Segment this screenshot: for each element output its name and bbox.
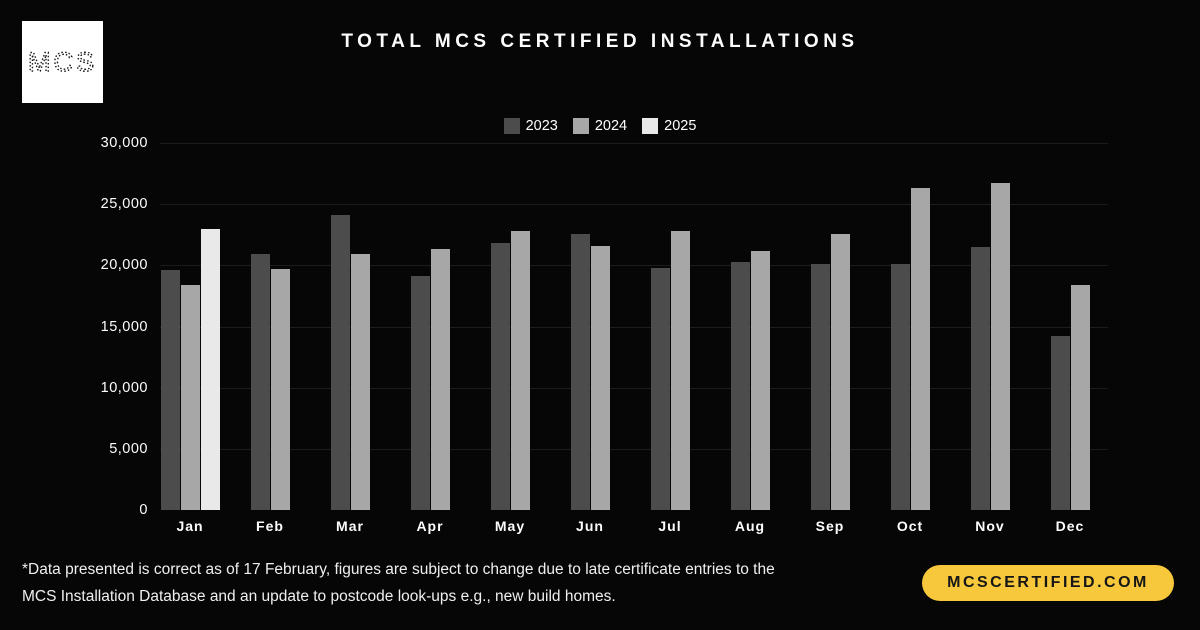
x-label-feb: Feb xyxy=(256,518,284,534)
bar-2023-dec xyxy=(1050,336,1070,510)
legend-swatch-2025 xyxy=(642,118,659,134)
bars-row-aug xyxy=(730,143,770,510)
legend-label-2023: 2023 xyxy=(525,118,558,134)
x-label-may: May xyxy=(494,518,526,534)
bar-2024-nov xyxy=(990,183,1010,510)
legend-item-2024: 2024 xyxy=(572,118,628,134)
month-group-jul: Jul xyxy=(630,143,710,534)
bars-row-jul xyxy=(650,143,690,510)
legend-swatch-2023 xyxy=(503,118,520,134)
bar-2023-jan xyxy=(160,270,180,510)
bars-row-apr xyxy=(410,143,450,510)
month-group-apr: Apr xyxy=(390,143,470,534)
month-group-sep: Sep xyxy=(790,143,870,534)
footnote-line-2: MCS Installation Database and an update … xyxy=(22,588,616,605)
bar-2024-jul xyxy=(670,231,690,510)
bar-2023-aug xyxy=(730,262,750,510)
bar-chart-plot: Jan Feb Mar Apr May Jun Jul Aug Sep Oct Nov Dec xyxy=(150,143,1110,534)
mcs-logo-text: MCS xyxy=(28,47,97,77)
bar-2023-may xyxy=(490,243,510,510)
bars-row-sep xyxy=(810,143,850,510)
footnote-line-1: *Data presented is correct as of 17 Febr… xyxy=(22,561,775,578)
month-group-nov: Nov xyxy=(950,143,1030,534)
gridline-10000 xyxy=(160,387,1108,389)
y-tick-25000: 25,000 xyxy=(100,196,148,213)
mcs-logo-dotted-text: MCS xyxy=(27,46,97,77)
legend-item-2025: 2025 xyxy=(642,118,696,134)
x-label-jan: Jan xyxy=(176,518,204,534)
y-axis-labels: 0 5,000 10,000 15,000 20,000 25,000 30,000 xyxy=(0,135,148,518)
y-tick-0: 0 xyxy=(139,502,148,518)
bars-row-mar xyxy=(330,143,370,510)
mcs-logo: MCS xyxy=(22,21,103,103)
bars-row-may xyxy=(490,143,530,510)
legend-label-2025: 2025 xyxy=(664,118,697,134)
bar-2023-apr xyxy=(410,276,430,510)
x-label-oct: Oct xyxy=(896,518,924,534)
bars-row-jan xyxy=(160,143,220,510)
bars-row-dec xyxy=(1050,143,1090,510)
month-group-aug: Aug xyxy=(710,143,790,534)
legend-swatch-2024 xyxy=(572,118,589,134)
bar-2024-jan xyxy=(180,285,200,510)
legend-label-2024: 2024 xyxy=(594,118,628,134)
website-badge-label: MCSCERTIFIED.COM xyxy=(947,574,1149,591)
y-tick-30000: 30,000 xyxy=(100,135,148,151)
x-label-dec: Dec xyxy=(1055,518,1085,534)
x-label-sep: Sep xyxy=(815,518,845,534)
gridline-25000 xyxy=(160,204,1108,206)
bar-2024-aug xyxy=(750,251,770,510)
bar-2023-mar xyxy=(330,215,350,510)
bar-2025-jan xyxy=(200,229,220,510)
month-group-jun: Jun xyxy=(550,143,630,534)
x-label-nov: Nov xyxy=(975,518,1005,534)
bar-2024-sep xyxy=(830,234,850,510)
bar-2024-feb xyxy=(270,269,290,510)
gridline-5000 xyxy=(160,448,1108,450)
bar-2024-dec xyxy=(1070,285,1090,510)
chart-legend: 2023 2024 2025 xyxy=(0,118,1200,134)
bars-row-feb xyxy=(250,143,290,510)
bar-2023-sep xyxy=(810,264,830,510)
bar-2023-jun xyxy=(570,234,590,510)
month-group-mar: Mar xyxy=(310,143,390,534)
bar-2023-jul xyxy=(650,268,670,510)
legend-item-2023: 2023 xyxy=(503,118,558,134)
website-badge[interactable]: MCSCERTIFIED.COM xyxy=(922,565,1174,601)
page-title: TOTAL MCS CERTIFIED INSTALLATIONS xyxy=(341,31,859,52)
bars-row-nov xyxy=(970,143,1010,510)
x-label-apr: Apr xyxy=(416,518,444,534)
x-label-jun: Jun xyxy=(576,518,604,534)
footnote: *Data presented is correct as of 17 Febr… xyxy=(22,556,842,610)
bar-2024-jun xyxy=(590,246,610,510)
y-tick-15000: 15,000 xyxy=(100,318,148,335)
y-tick-10000: 10,000 xyxy=(100,379,148,396)
y-tick-20000: 20,000 xyxy=(100,257,148,274)
gridline-20000 xyxy=(160,265,1108,267)
bar-2023-oct xyxy=(890,264,910,510)
chart-gridlines xyxy=(160,143,1108,510)
month-group-jan: Jan xyxy=(150,143,230,534)
x-label-jul: Jul xyxy=(658,518,682,534)
bar-2024-oct xyxy=(910,188,930,510)
month-group-oct: Oct xyxy=(870,143,950,534)
bar-2023-feb xyxy=(250,254,270,510)
bar-2024-mar xyxy=(350,254,370,510)
bars-row-jun xyxy=(570,143,610,510)
bar-2024-may xyxy=(510,231,530,510)
x-label-mar: Mar xyxy=(336,518,364,534)
month-group-dec: Dec xyxy=(1030,143,1110,534)
bar-2023-nov xyxy=(970,247,990,510)
month-group-feb: Feb xyxy=(230,143,310,534)
gridline-15000 xyxy=(160,326,1108,328)
gridline-30000 xyxy=(160,143,1108,144)
month-group-may: May xyxy=(470,143,550,534)
bar-2024-apr xyxy=(430,249,450,510)
y-tick-5000: 5,000 xyxy=(109,440,148,457)
x-label-aug: Aug xyxy=(734,518,766,534)
bars-row-oct xyxy=(890,143,930,510)
